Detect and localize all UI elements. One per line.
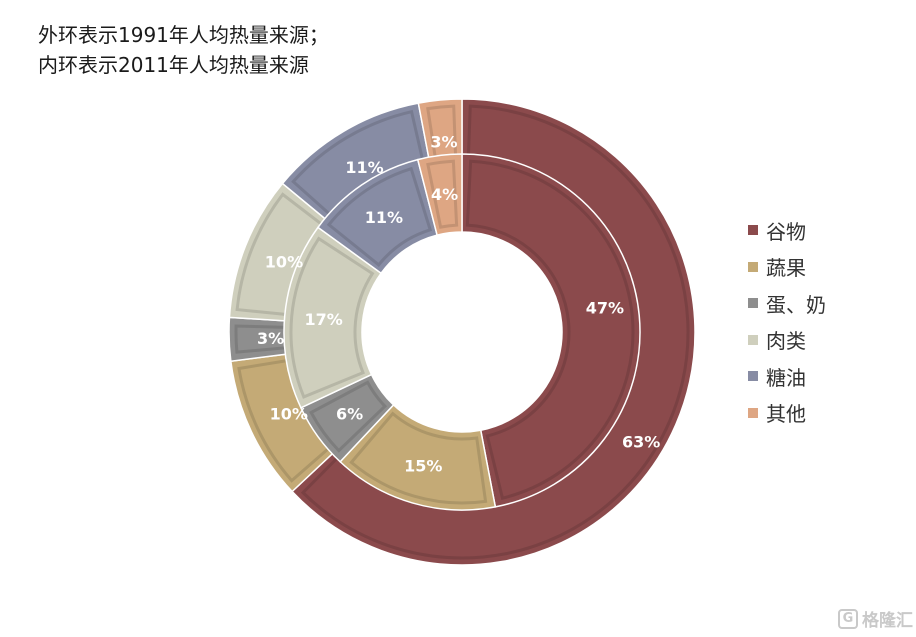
inner-label-meat: 17% (304, 310, 342, 329)
inner-slice-bevel-meat (289, 236, 375, 399)
legend-item-produce: 蔬果 (748, 249, 826, 286)
outer-label-meat: 10% (265, 253, 303, 272)
legend-item-other: 其他 (748, 395, 826, 432)
legend-swatch-egg-milk (748, 298, 758, 309)
legend-item-meat: 肉类 (748, 322, 826, 359)
inner-slice-bevel-egg-milk (309, 380, 388, 453)
inner-slice-grain (461, 153, 641, 508)
inner-slice-bevel-sugar-oil (326, 166, 433, 267)
chart-title: 外环表示1991年人均热量来源； 内环表示2011年人均热量来源 (38, 20, 329, 80)
legend-item-sugar-oil: 糖油 (748, 358, 826, 395)
legend-label-produce: 蔬果 (766, 256, 806, 281)
outer-label-other: 3% (430, 132, 457, 151)
legend-label-meat: 肉类 (766, 329, 806, 354)
chart-legend: 谷物 蔬果 蛋、奶 肉类 糖油 其他 (748, 212, 826, 431)
inner-slice-bevel-grain (465, 159, 635, 500)
inner-label-sugar-oil: 11% (365, 208, 403, 227)
outer-label-produce: 10% (270, 405, 308, 424)
legend-swatch-grain (748, 225, 758, 236)
legend-swatch-meat (748, 334, 758, 345)
legend-item-egg-milk: 蛋、奶 (748, 285, 826, 322)
inner-slice-bevel-produce (349, 411, 488, 505)
outer-label-egg-milk: 3% (257, 329, 284, 348)
legend-swatch-produce (748, 261, 758, 272)
legend-label-sugar-oil: 糖油 (766, 365, 806, 390)
outer-label-grain: 63% (622, 433, 660, 452)
inner-slice-meat (283, 226, 383, 409)
watermark-logo-icon: G (838, 608, 858, 629)
title-line-1: 外环表示1991年人均热量来源； (38, 23, 329, 47)
legend-swatch-sugar-oil (748, 371, 758, 382)
inner-label-grain: 47% (586, 298, 624, 317)
legend-swatch-other (748, 407, 758, 418)
watermark: G 格隆汇 (838, 606, 913, 631)
legend-item-grain: 谷物 (748, 212, 826, 249)
legend-label-egg-milk: 蛋、奶 (766, 292, 826, 317)
legend-label-grain: 谷物 (766, 219, 806, 244)
title-line-2: 内环表示2011年人均热量来源 (38, 53, 309, 77)
outer-label-sugar-oil: 11% (345, 158, 383, 177)
inner-label-other: 4% (431, 185, 458, 204)
inner-label-egg-milk: 6% (336, 405, 363, 424)
watermark-text: 格隆汇 (862, 611, 913, 631)
legend-label-other: 其他 (766, 402, 806, 427)
inner-label-produce: 15% (404, 456, 442, 475)
inner-slice-bevel-other (426, 159, 459, 229)
